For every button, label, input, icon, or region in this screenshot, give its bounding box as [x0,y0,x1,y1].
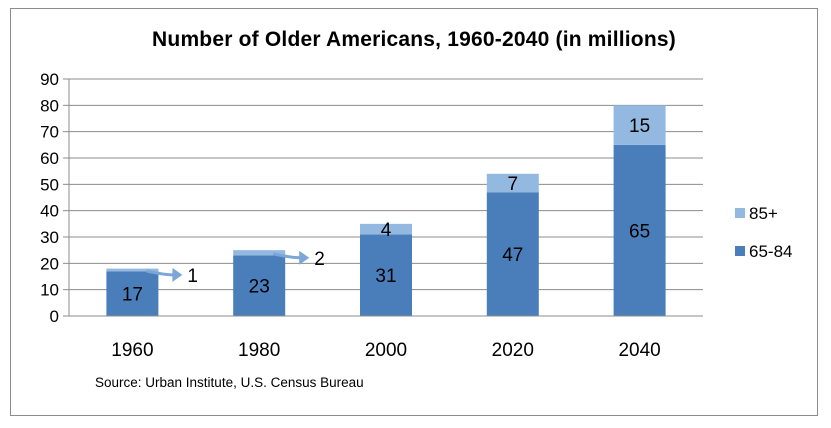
x-tick-label: 2040 [618,340,660,361]
data-label: 47 [502,245,523,266]
chart-title: Number of Older Americans, 1960-2040 (in… [152,28,676,51]
legend-label: 65-84 [749,242,792,261]
bar-85+-2040 [613,105,666,145]
y-tick-label: 90 [40,70,59,89]
callout-label: 2 [314,249,325,270]
bar-85+-2000 [360,223,412,235]
data-label: 4 [381,220,392,241]
legend-label: 85+ [749,204,778,223]
y-tick-label: 60 [40,149,59,168]
data-label: 17 [122,285,143,306]
x-tick-label: 2020 [492,340,534,361]
callout-label: 1 [187,266,198,287]
legend-swatch [735,246,745,256]
y-tick-label: 10 [40,281,59,300]
callout-arrowhead [172,267,183,282]
bar-65-84-1960 [106,271,159,316]
x-tick-label: 1960 [111,340,153,361]
bar-85+-1960 [106,268,159,272]
data-label: 7 [508,174,519,195]
y-tick-label: 80 [40,96,59,115]
y-tick-label: 50 [40,175,59,194]
bar-65-84-2020 [486,192,539,316]
legend-swatch [735,208,745,218]
data-label: 65 [629,221,650,242]
x-tick-label: 2000 [365,340,407,361]
y-tick-label: 40 [40,202,59,221]
y-tick-label: 0 [50,307,59,326]
bar-85+-1980 [233,250,286,256]
bar-85+-2020 [486,173,539,193]
y-tick-label: 30 [40,228,59,247]
data-label: 23 [249,277,270,298]
data-label: 15 [629,116,650,137]
x-tick-label: 1980 [238,340,280,361]
data-label: 31 [375,266,396,287]
bar-65-84-1980 [233,255,286,316]
bar-65-84-2040 [613,144,666,316]
y-tick-label: 20 [40,254,59,273]
callout-arrowhead [299,250,310,265]
source-note: Source: Urban Institute, U.S. Census Bur… [95,375,364,390]
bar-65-84-2000 [360,234,412,316]
y-tick-label: 70 [40,123,59,142]
chart-frame [10,8,818,416]
